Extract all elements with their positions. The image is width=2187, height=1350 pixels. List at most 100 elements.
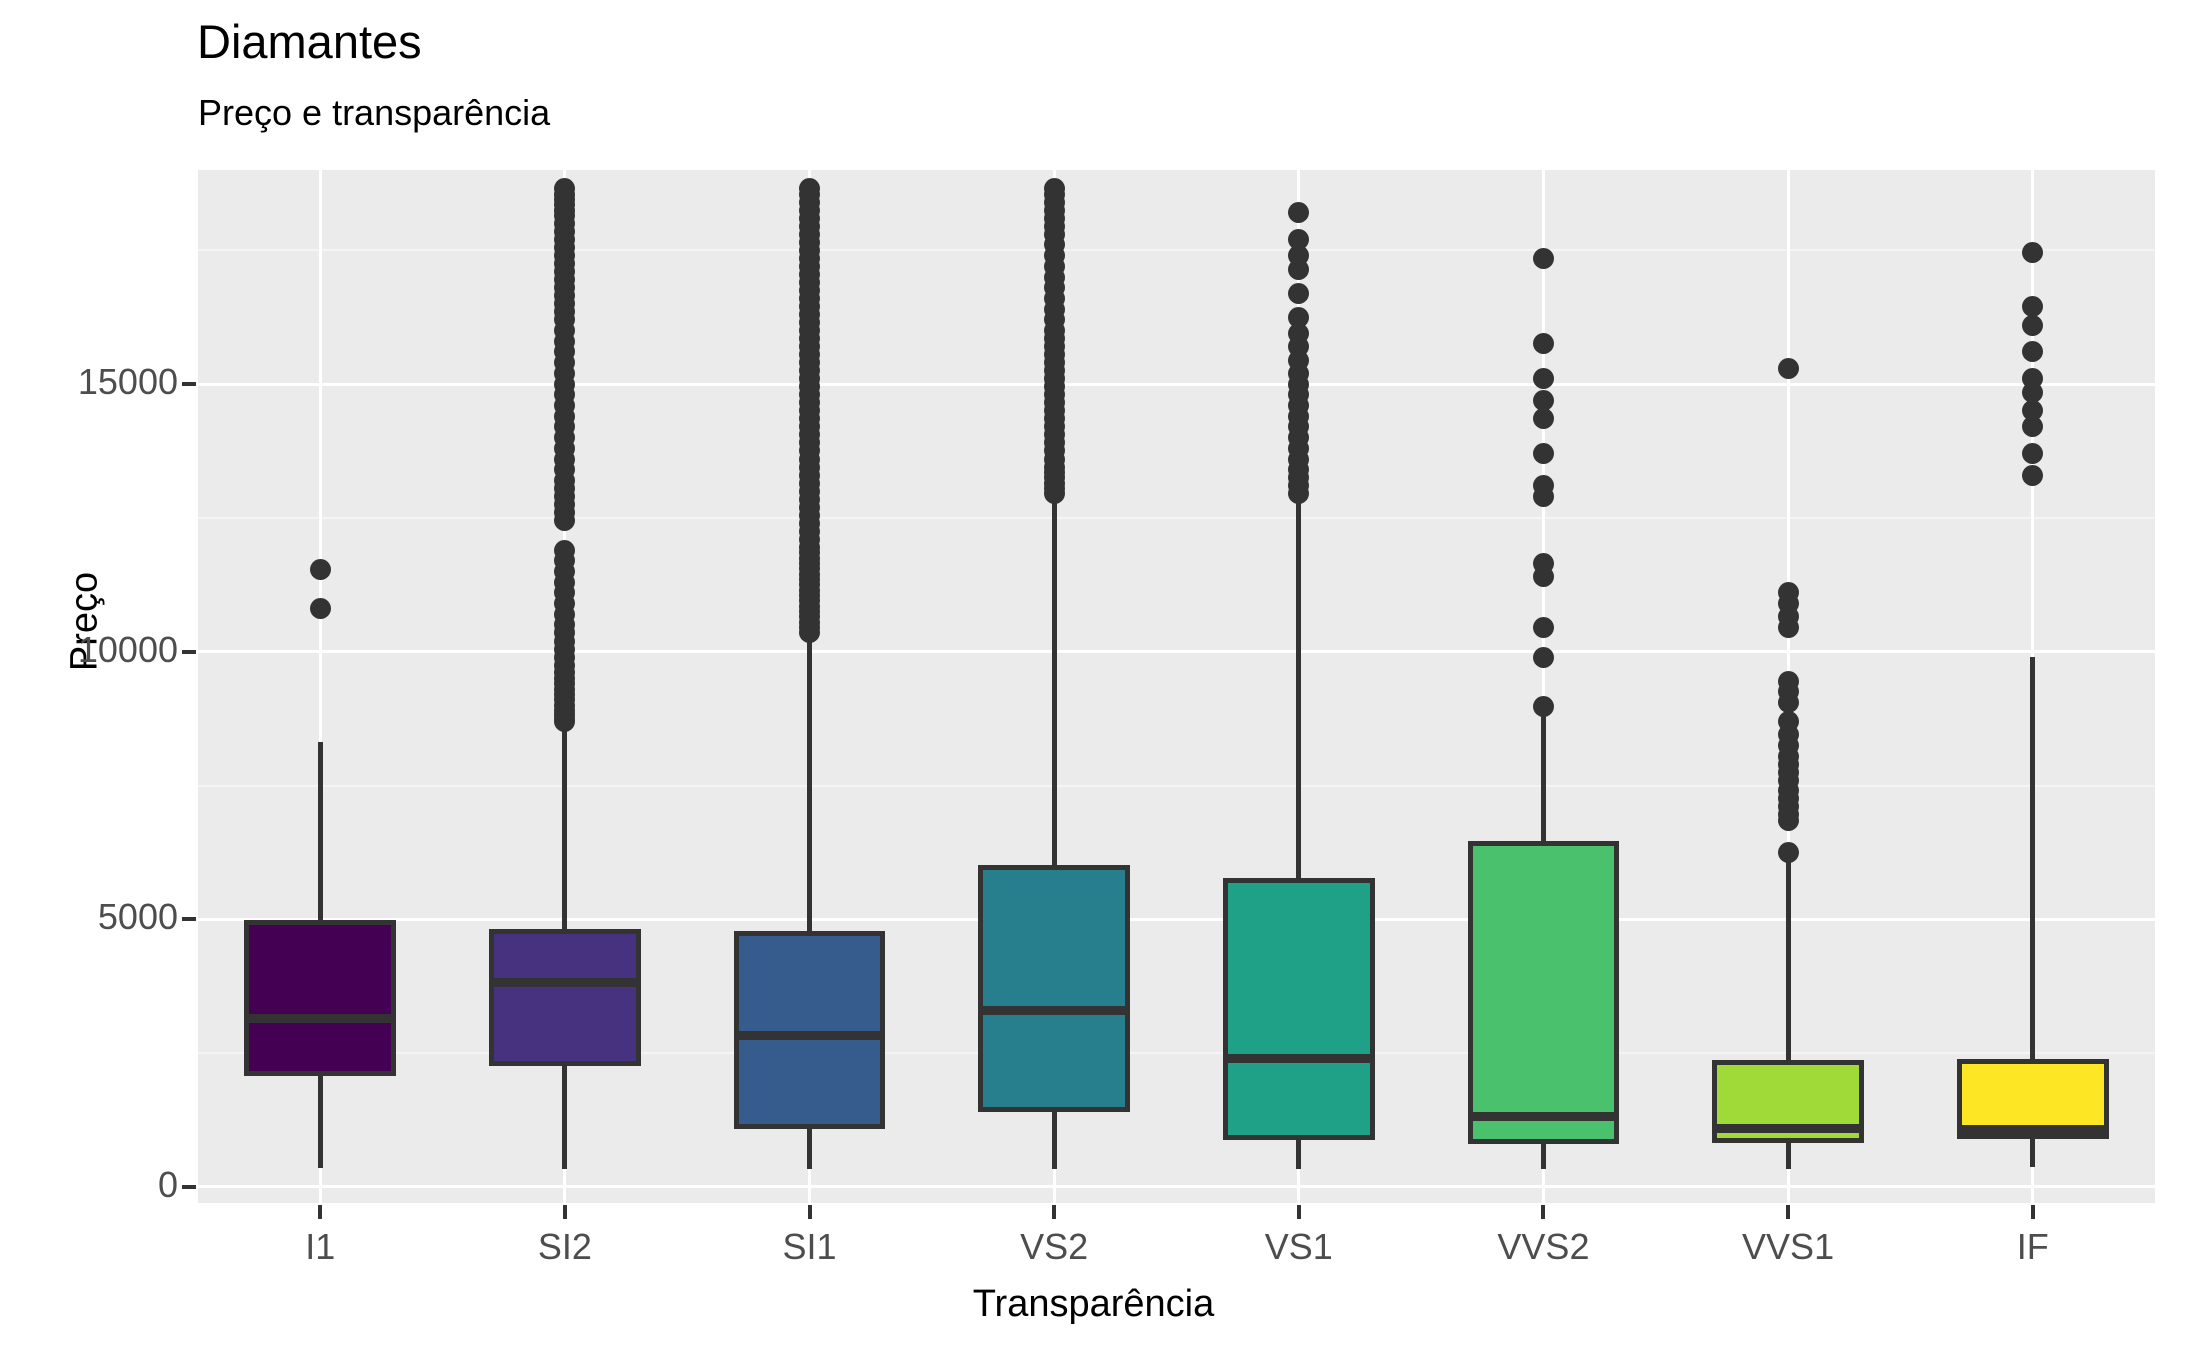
whisker-upper bbox=[1051, 496, 1057, 865]
box-iqr bbox=[733, 931, 886, 1129]
median-line bbox=[1467, 1112, 1620, 1122]
y-tick-mark bbox=[182, 1184, 196, 1189]
x-tick-mark bbox=[807, 1205, 812, 1219]
outlier-point bbox=[1532, 552, 1554, 574]
y-gridline-minor bbox=[198, 249, 2155, 252]
x-tick-label-si1: SI1 bbox=[782, 1226, 837, 1267]
outlier-point bbox=[2022, 242, 2044, 264]
outlier-point bbox=[554, 178, 576, 200]
outlier-point bbox=[1532, 443, 1554, 465]
outlier-point bbox=[1288, 282, 1310, 304]
chart-title: Diamantes bbox=[197, 15, 422, 68]
outlier-point bbox=[1288, 322, 1310, 344]
outlier-point bbox=[1777, 670, 1799, 692]
x-axis-title: Transparência bbox=[972, 1283, 1215, 1325]
outlier-point bbox=[2022, 400, 2044, 422]
outlier-point bbox=[1777, 357, 1799, 379]
whisker-lower bbox=[1051, 1111, 1057, 1170]
x-tick-label-vs2: VS2 bbox=[1020, 1226, 1089, 1267]
x-gridline-major bbox=[318, 170, 322, 1203]
y-axis-title: Preço bbox=[63, 571, 106, 672]
outlier-point bbox=[2022, 314, 2044, 336]
box-iqr bbox=[978, 864, 1130, 1112]
y-gridline-minor bbox=[198, 784, 2155, 787]
x-tick-mark bbox=[2030, 1205, 2035, 1219]
outlier-point bbox=[1532, 646, 1554, 668]
y-tick-mark bbox=[182, 382, 196, 387]
x-tick-mark bbox=[1786, 1205, 1791, 1219]
x-tick-mark bbox=[1296, 1205, 1301, 1219]
outlier-point bbox=[1777, 710, 1799, 732]
outlier-point bbox=[1777, 582, 1799, 604]
whisker-upper bbox=[1540, 715, 1546, 841]
outlier-point bbox=[799, 178, 821, 200]
outlier-point bbox=[1777, 841, 1799, 863]
outlier-point bbox=[1532, 368, 1554, 390]
outlier-point bbox=[2022, 341, 2044, 363]
outlier-point bbox=[1288, 202, 1310, 224]
outlier-point bbox=[1532, 695, 1554, 717]
x-tick-label-i1: I1 bbox=[305, 1226, 336, 1267]
x-tick-mark bbox=[318, 1205, 323, 1219]
x-tick-mark bbox=[1052, 1205, 1057, 1219]
outlier-point bbox=[1043, 178, 1065, 200]
whisker-upper bbox=[1296, 497, 1302, 878]
whisker-lower bbox=[317, 1075, 323, 1169]
x-tick-label-vvs1: VVS1 bbox=[1742, 1226, 1835, 1267]
median-line bbox=[1222, 1053, 1375, 1063]
whisker-upper bbox=[317, 741, 323, 921]
median-line bbox=[244, 1014, 397, 1024]
chart-subtitle: Preço e transparência bbox=[198, 92, 551, 133]
y-tick-label: 5000 bbox=[97, 896, 178, 938]
whisker-lower bbox=[2030, 1139, 2036, 1168]
median-line bbox=[489, 977, 641, 987]
x-tick-label-if: IF bbox=[2016, 1226, 2049, 1267]
y-tick-label: 0 bbox=[157, 1163, 178, 1205]
outlier-point bbox=[2022, 416, 2044, 438]
outlier-point bbox=[1532, 247, 1554, 269]
x-tick-label-vvs2: VVS2 bbox=[1497, 1226, 1590, 1267]
whisker-upper bbox=[2030, 657, 2036, 1060]
whisker-lower bbox=[1540, 1144, 1546, 1169]
outlier-point bbox=[2022, 464, 2044, 486]
y-gridline-major bbox=[198, 650, 2155, 654]
outlier-point bbox=[309, 558, 331, 580]
outlier-point bbox=[1288, 245, 1310, 267]
x-tick-label-si2: SI2 bbox=[537, 1226, 592, 1267]
whisker-lower bbox=[562, 1065, 568, 1170]
outlier-point bbox=[309, 597, 331, 619]
y-tick-label: 10000 bbox=[77, 628, 178, 670]
box-iqr bbox=[1222, 877, 1375, 1141]
outlier-point bbox=[1532, 333, 1554, 355]
outlier-point bbox=[2022, 295, 2044, 317]
box-iqr bbox=[244, 920, 397, 1076]
y-gridline-major bbox=[198, 382, 2155, 386]
median-line bbox=[733, 1031, 886, 1041]
outlier-point bbox=[2022, 443, 2044, 465]
whisker-lower bbox=[1785, 1143, 1791, 1169]
outlier-point bbox=[1288, 306, 1310, 328]
y-gridline-minor bbox=[198, 516, 2155, 519]
whisker-upper bbox=[1785, 855, 1791, 1060]
whisker-lower bbox=[1296, 1140, 1302, 1170]
x-tick-label-vs1: VS1 bbox=[1264, 1226, 1333, 1267]
median-line bbox=[1712, 1123, 1864, 1133]
y-tick-label: 15000 bbox=[77, 361, 178, 403]
x-tick-mark bbox=[562, 1205, 567, 1219]
whisker-lower bbox=[807, 1128, 813, 1170]
outlier-point bbox=[554, 539, 576, 561]
outlier-point bbox=[1288, 229, 1310, 251]
outlier-point bbox=[1532, 408, 1554, 430]
y-gridline-major bbox=[198, 917, 2155, 921]
y-gridline-minor bbox=[198, 1052, 2155, 1055]
outlier-point bbox=[1532, 389, 1554, 411]
y-tick-mark bbox=[182, 917, 196, 922]
outlier-point bbox=[2022, 368, 2044, 390]
y-tick-mark bbox=[182, 649, 196, 654]
box-iqr bbox=[489, 929, 641, 1066]
whisker-upper bbox=[562, 724, 568, 930]
median-line bbox=[1956, 1124, 2109, 1134]
outlier-point bbox=[1532, 475, 1554, 497]
x-gridline-major bbox=[1541, 170, 1545, 1203]
